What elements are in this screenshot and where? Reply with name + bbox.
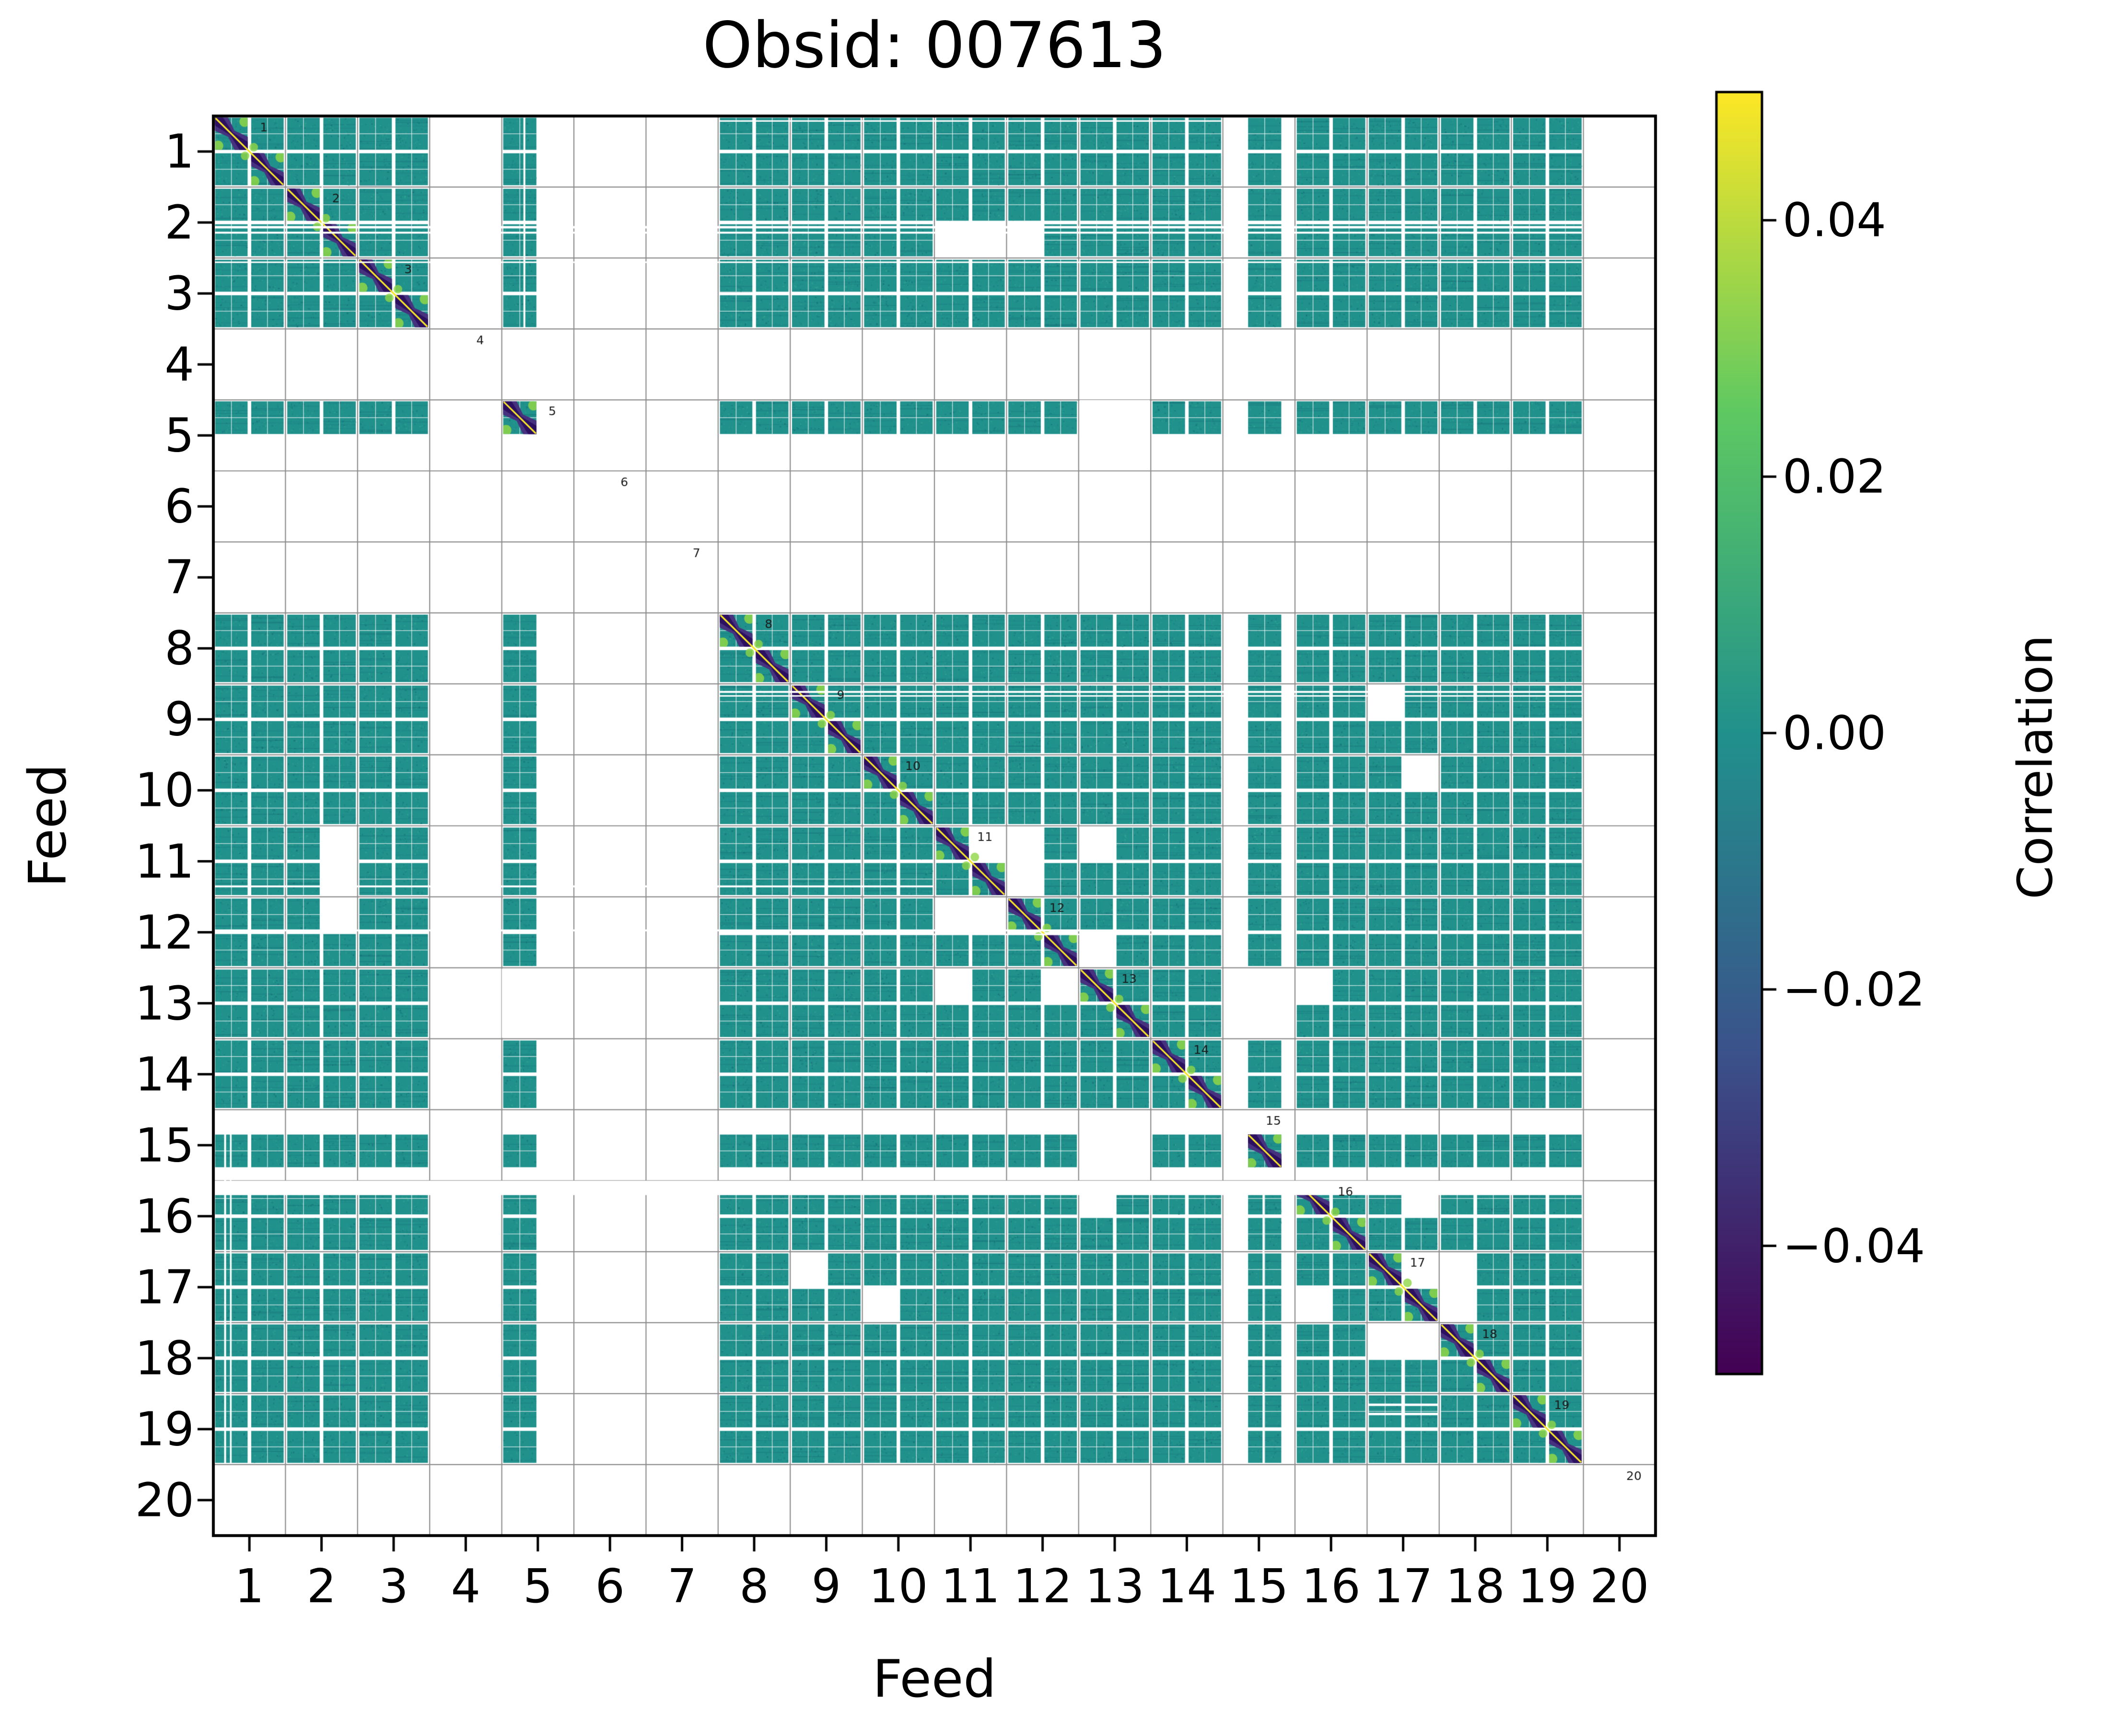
x-tick-label: 3 <box>379 1559 408 1613</box>
plot-title: Obsid: 007613 <box>702 9 1166 82</box>
x-tick-label: 6 <box>595 1559 625 1613</box>
x-tick-label: 16 <box>1301 1559 1361 1613</box>
y-tick-label: 9 <box>164 692 194 746</box>
x-tick-label: 18 <box>1446 1559 1505 1613</box>
y-tick-label: 1 <box>164 124 194 179</box>
colorbar-tick-label: 0.00 <box>1783 706 1886 760</box>
x-tick-label: 1 <box>234 1559 265 1613</box>
y-tick-label: 19 <box>135 1402 194 1456</box>
x-tick-label: 12 <box>1013 1559 1073 1613</box>
y-tick-label: 12 <box>135 905 194 960</box>
y-tick-label: 16 <box>135 1189 194 1244</box>
x-tick-label: 4 <box>451 1559 481 1613</box>
x-tick-label: 7 <box>667 1559 697 1613</box>
y-tick-label: 3 <box>164 266 194 321</box>
x-axis-label: Feed <box>873 1649 996 1709</box>
y-tick-label: 15 <box>135 1118 194 1173</box>
y-tick-label: 4 <box>164 337 194 392</box>
y-tick-label: 7 <box>164 550 194 605</box>
x-tick-label: 14 <box>1157 1559 1217 1613</box>
y-tick-label: 14 <box>135 1047 194 1102</box>
y-tick-label: 20 <box>135 1473 194 1527</box>
colorbar-tick-label: −0.02 <box>1783 962 1925 1017</box>
x-tick-label: 8 <box>739 1559 769 1613</box>
y-tick-label: 18 <box>135 1331 194 1386</box>
x-tick-label: 17 <box>1373 1559 1433 1613</box>
y-tick-label: 8 <box>164 621 194 676</box>
y-tick-label: 5 <box>164 408 194 463</box>
y-tick-label: 10 <box>135 763 194 817</box>
x-tick-label: 5 <box>523 1559 553 1613</box>
x-tick-label: 15 <box>1229 1559 1289 1613</box>
x-tick-label: 11 <box>941 1559 1000 1613</box>
colorbar-label: Correlation <box>2007 635 2064 899</box>
x-tick-label: 19 <box>1517 1559 1577 1613</box>
y-tick-label: 11 <box>135 834 194 889</box>
x-tick-label: 2 <box>306 1559 337 1613</box>
y-tick-label: 17 <box>135 1260 194 1315</box>
colorbar-tick-label: −0.04 <box>1783 1219 1925 1273</box>
x-tick-label: 13 <box>1085 1559 1144 1613</box>
colorbar-tick-label: 0.04 <box>1783 193 1886 247</box>
y-tick-label: 6 <box>164 479 194 534</box>
x-tick-label: 10 <box>869 1559 928 1613</box>
y-tick-label: 2 <box>164 195 194 250</box>
x-tick-label: 20 <box>1590 1559 1649 1613</box>
y-tick-label: 13 <box>135 976 194 1031</box>
colorbar-tick-label: 0.02 <box>1783 449 1886 504</box>
x-tick-label: 9 <box>811 1559 841 1613</box>
